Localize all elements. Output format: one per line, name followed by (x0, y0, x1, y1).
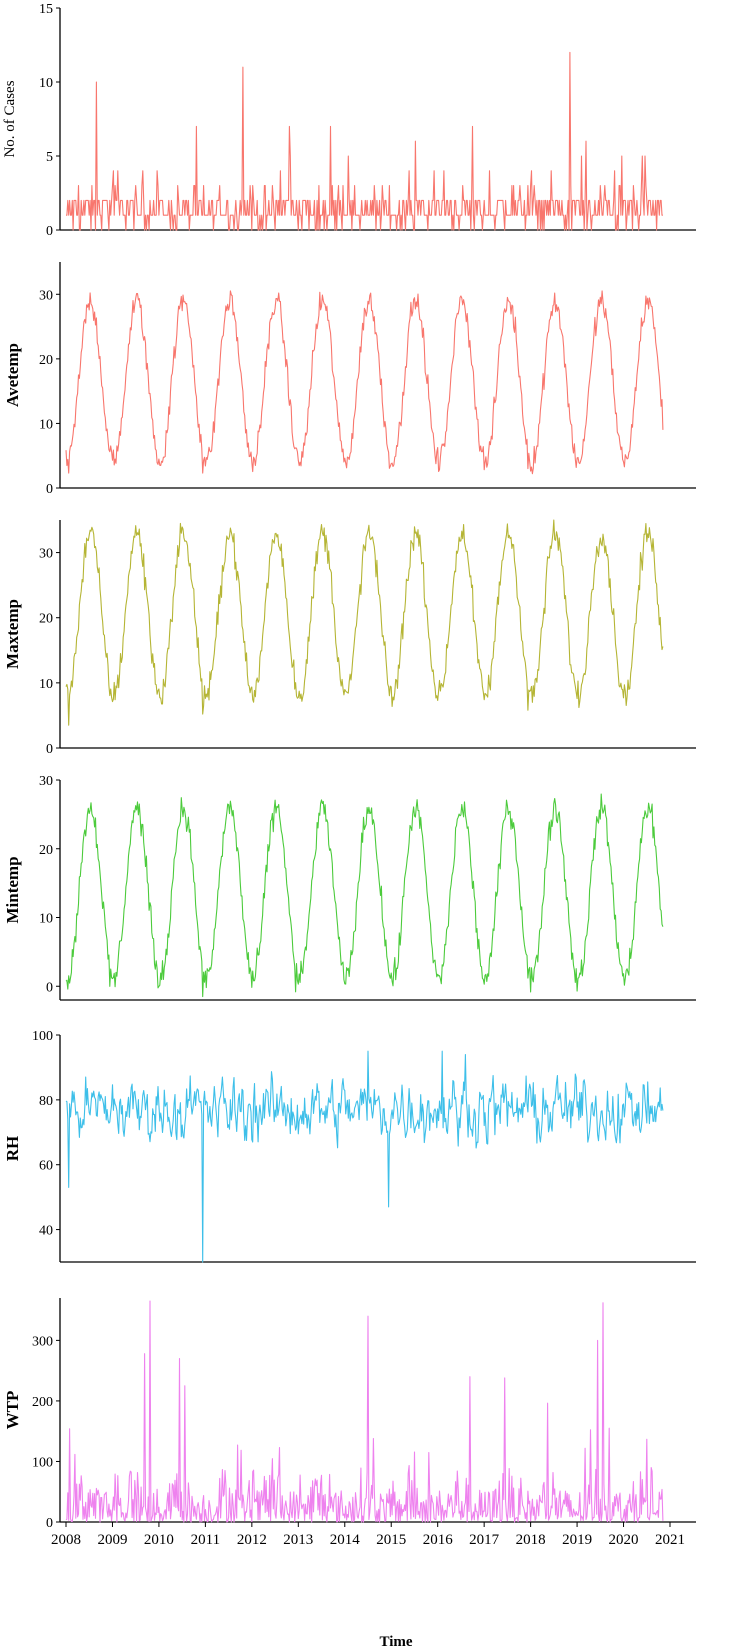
y-tick-label: 15 (39, 2, 53, 17)
y-tick-label: 10 (39, 417, 53, 432)
y-tick-label: 100 (32, 1029, 53, 1044)
x-tick-label: 2016 (423, 1532, 454, 1548)
series-line (65, 793, 664, 998)
y-tick-label: 10 (39, 677, 53, 692)
x-axis: 2008 2009 2010 2011 2012 2013 2014 2015 2016 2017… (51, 1522, 685, 1548)
x-tick-label: 2021 (655, 1532, 685, 1548)
y-axis-label: Avetemp (3, 343, 22, 407)
y-tick-label: 80 (39, 1094, 53, 1109)
x-tick-label: 2010 (144, 1532, 174, 1548)
x-tick-label: 2008 (51, 1532, 81, 1548)
y-axis-label: WTP (3, 1391, 22, 1430)
y-tick-label: 0 (46, 482, 53, 497)
panel-mintemp: 0 10 20 30 Mintemp (3, 774, 696, 1001)
series-line (65, 1050, 664, 1263)
panel-rh: 40 60 80 100 RH (3, 1029, 696, 1263)
x-tick-label: 2014 (330, 1532, 361, 1548)
panel-maxtemp: 0 10 20 30 Maxtemp (3, 519, 696, 757)
x-tick-label: 2017 (469, 1532, 500, 1548)
y-tick-label: 20 (39, 353, 53, 368)
x-tick-label: 2020 (609, 1532, 639, 1548)
y-tick-label: 10 (39, 912, 53, 927)
x-tick-label: 2009 (97, 1532, 127, 1548)
y-tick-label: 100 (32, 1455, 53, 1470)
y-tick-label: 60 (39, 1159, 53, 1174)
panels: 0 5 10 15 No. of Cases 0 10 20 30 Avetemp 0 10 20 30 M… (2, 2, 696, 1531)
y-tick-label: 5 (46, 150, 53, 165)
y-tick-label: 300 (32, 1334, 53, 1349)
y-tick-label: 30 (39, 774, 53, 789)
y-tick-label: 0 (46, 1516, 53, 1531)
y-tick-label: 20 (39, 843, 53, 858)
x-tick-label: 2019 (562, 1532, 592, 1548)
panel-wtp: 0 100 200 300 WTP (3, 1298, 696, 1531)
series-line (65, 1300, 664, 1523)
x-tick-label: 2011 (191, 1532, 220, 1548)
series-line (65, 290, 664, 475)
y-tick-label: 10 (39, 76, 53, 91)
y-tick-label: 200 (32, 1395, 53, 1410)
series-line (65, 519, 664, 726)
y-tick-label: 0 (46, 980, 53, 995)
y-tick-label: 0 (46, 224, 53, 239)
y-tick-label: 20 (39, 612, 53, 627)
x-tick-label: 2013 (283, 1532, 313, 1548)
y-axis-label: RH (3, 1136, 22, 1162)
x-axis-label: Time (379, 1634, 412, 1650)
y-tick-label: 30 (39, 547, 53, 562)
y-tick-label: 0 (46, 742, 53, 757)
x-tick-label: 2012 (237, 1532, 267, 1548)
panel-no-of-cases: 0 5 10 15 No. of Cases (2, 2, 696, 239)
y-axis-label: No. of Cases (2, 80, 18, 157)
x-tick-label: 2018 (516, 1532, 546, 1548)
y-axis-label: Maxtemp (3, 599, 22, 669)
x-tick-label: 2015 (376, 1532, 406, 1548)
series-line (66, 51, 663, 231)
panel-avetemp: 0 10 20 30 Avetemp (3, 262, 696, 497)
y-tick-label: 30 (39, 288, 53, 303)
y-axis-label: Mintemp (3, 856, 22, 923)
y-tick-label: 40 (39, 1224, 53, 1239)
